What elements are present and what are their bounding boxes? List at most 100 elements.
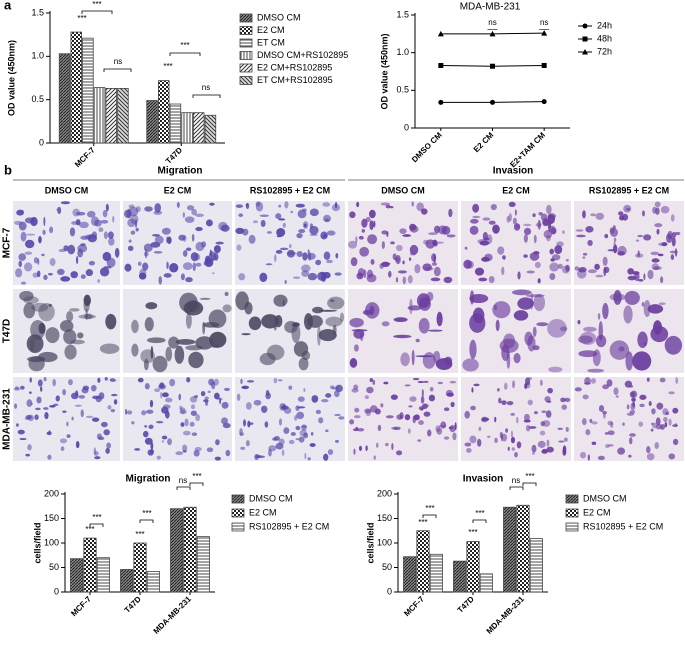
- stain: [238, 213, 244, 218]
- stain: [650, 326, 669, 343]
- stain: [654, 266, 662, 270]
- annotation: ***: [475, 509, 484, 518]
- stain: [428, 329, 443, 332]
- stain: [87, 234, 97, 243]
- stain: [324, 218, 330, 222]
- stain: [46, 431, 52, 436]
- stain: [536, 322, 549, 327]
- stain: [353, 448, 356, 455]
- stain: [48, 303, 53, 307]
- stain: [525, 294, 545, 298]
- stain: [326, 259, 333, 264]
- stain: [366, 273, 377, 283]
- annotation: ***: [468, 528, 477, 537]
- stain: [516, 441, 522, 449]
- stain: [212, 272, 215, 275]
- stain: [512, 217, 517, 225]
- stain: [374, 408, 381, 415]
- stain: [47, 454, 52, 460]
- stain: [102, 251, 112, 262]
- stain: [113, 399, 118, 405]
- stain: [651, 258, 660, 263]
- stain: [327, 296, 345, 310]
- stain: [637, 331, 648, 349]
- stain: [142, 262, 149, 271]
- stain: [407, 305, 422, 311]
- stain: [331, 203, 341, 212]
- stain: [638, 421, 644, 427]
- stain: [435, 425, 441, 433]
- stain: [602, 384, 609, 390]
- stain: [385, 415, 394, 419]
- stain: [276, 227, 286, 237]
- stain: [325, 393, 332, 398]
- stain: [293, 415, 298, 421]
- stain: [18, 260, 23, 268]
- stain: [323, 453, 329, 461]
- stain: [349, 317, 364, 328]
- stain: [295, 438, 300, 441]
- stain: [81, 387, 89, 394]
- stain: [472, 215, 481, 219]
- stain: [416, 202, 424, 212]
- stain: [502, 255, 506, 260]
- stain: [27, 414, 34, 422]
- annotation: ns: [512, 476, 520, 485]
- legend-swatch: [239, 63, 253, 73]
- stain: [671, 236, 676, 247]
- stain: [524, 383, 527, 389]
- stain: [41, 253, 45, 257]
- micrograph: [574, 289, 684, 373]
- stain: [660, 423, 665, 430]
- stain: [490, 203, 497, 211]
- stain: [190, 404, 196, 410]
- stain: [238, 273, 246, 281]
- stain: [391, 443, 394, 451]
- y-tick-label: 150: [377, 513, 392, 523]
- stain: [277, 379, 283, 382]
- stain: [381, 261, 390, 267]
- stain: [602, 302, 609, 320]
- stain: [637, 234, 644, 238]
- stain: [369, 378, 373, 383]
- stain: [428, 394, 436, 402]
- stain: [464, 246, 468, 250]
- stain: [532, 345, 540, 351]
- stain: [178, 393, 182, 401]
- stain: [632, 351, 652, 371]
- x-tick-label: MDA-MB-231: [152, 594, 194, 636]
- stain: [395, 276, 399, 283]
- stain: [290, 210, 294, 214]
- stain: [296, 250, 303, 258]
- stain: [90, 216, 99, 227]
- stain: [102, 209, 108, 218]
- stain: [243, 419, 246, 427]
- stain: [565, 427, 569, 432]
- stain: [607, 430, 615, 436]
- bar: [146, 571, 160, 593]
- stain: [315, 409, 322, 415]
- stain: [36, 396, 42, 404]
- stain: [221, 401, 229, 409]
- stain: [59, 438, 68, 444]
- stain: [617, 245, 627, 256]
- stain: [647, 269, 654, 280]
- stain: [668, 391, 675, 395]
- stain: [543, 229, 553, 239]
- stain: [655, 207, 660, 215]
- stain: [445, 389, 454, 397]
- stain: [23, 302, 36, 319]
- stain: [587, 239, 593, 247]
- legend-marker: [582, 23, 588, 29]
- stain: [37, 379, 43, 387]
- stain: [318, 417, 324, 424]
- stain: [407, 428, 411, 434]
- stain: [583, 326, 597, 332]
- stain: [598, 321, 603, 341]
- stain: [27, 444, 32, 451]
- stain: [561, 404, 568, 410]
- micrograph: [123, 289, 232, 373]
- stain: [376, 442, 379, 448]
- group-header: Migration: [158, 166, 203, 177]
- stain: [557, 263, 563, 269]
